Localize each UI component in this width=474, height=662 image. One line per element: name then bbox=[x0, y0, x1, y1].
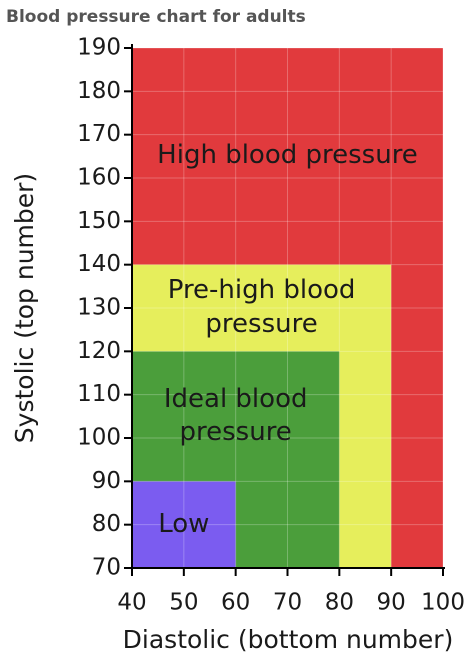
x-axis-label: Diastolic (bottom number) bbox=[123, 625, 454, 654]
y-tick-label: 130 bbox=[77, 295, 121, 321]
y-tick-label: 190 bbox=[77, 35, 121, 61]
region-label-box: Ideal blood pressure bbox=[163, 383, 308, 448]
y-tick-label: 90 bbox=[92, 468, 121, 494]
region-label: Low bbox=[158, 508, 210, 539]
x-tick-label: 90 bbox=[377, 590, 406, 616]
y-tick-label: 150 bbox=[77, 208, 121, 234]
region-label-box: Low bbox=[158, 508, 210, 539]
x-tick-label: 80 bbox=[325, 590, 354, 616]
x-tick-label: 70 bbox=[273, 590, 302, 616]
region-label-box: High blood pressure bbox=[157, 140, 418, 171]
region-label: Ideal blood pressure bbox=[163, 383, 308, 448]
y-tick-label: 180 bbox=[77, 78, 121, 104]
x-tick-label: 60 bbox=[221, 590, 250, 616]
y-tick-label: 140 bbox=[77, 251, 121, 277]
region-label-box: Pre-high blood pressure bbox=[167, 275, 356, 339]
chart-title: Blood pressure chart for adults bbox=[6, 7, 306, 27]
y-tick-label: 160 bbox=[77, 165, 121, 191]
y-axis-label: Systolic (top number) bbox=[10, 173, 39, 443]
y-tick-label: 170 bbox=[77, 121, 121, 147]
y-tick-label: 110 bbox=[77, 381, 121, 407]
region-label: Pre-high blood pressure bbox=[167, 275, 356, 339]
y-tick-label: 80 bbox=[92, 511, 121, 537]
y-tick-label: 120 bbox=[77, 338, 121, 364]
x-tick-label: 40 bbox=[117, 590, 146, 616]
y-tick-label: 70 bbox=[92, 555, 121, 581]
region-label: High blood pressure bbox=[157, 140, 418, 171]
y-tick-label: 100 bbox=[77, 425, 121, 451]
x-tick-label: 50 bbox=[169, 590, 198, 616]
region bbox=[132, 481, 236, 568]
x-tick-label: 100 bbox=[421, 590, 465, 616]
